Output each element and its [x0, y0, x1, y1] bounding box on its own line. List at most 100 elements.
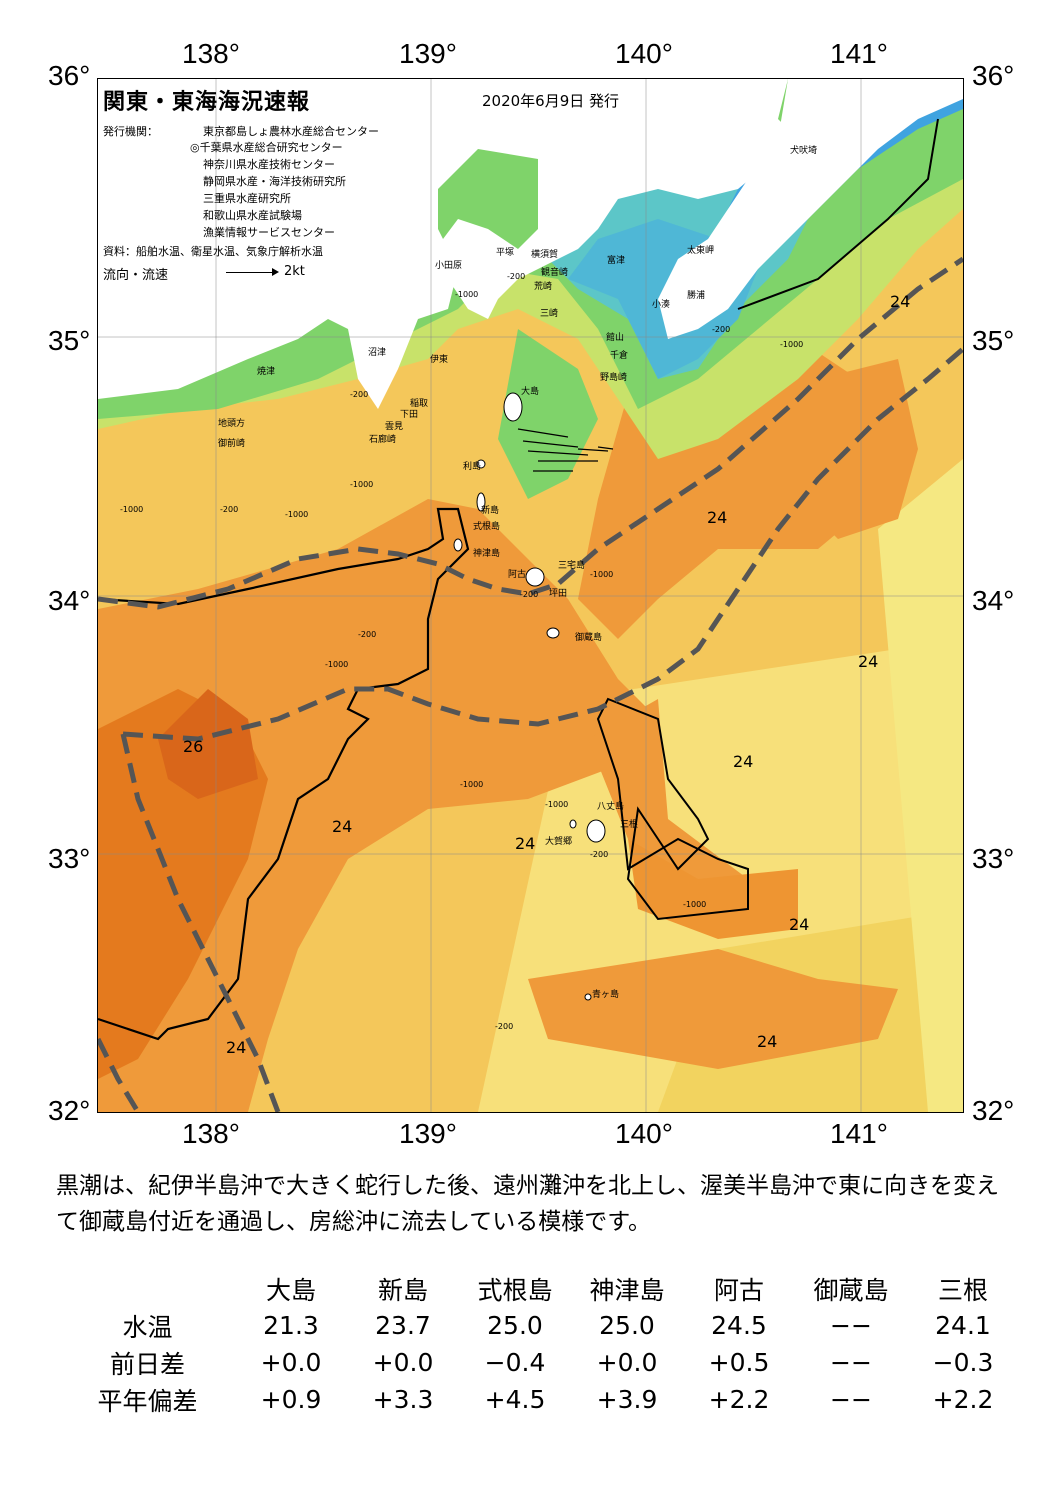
zone-orange-south	[528, 949, 898, 1069]
lon-label-138-top: 138°	[182, 38, 240, 69]
table-cell: +2.2	[708, 1385, 770, 1414]
row-label: 前日差	[109, 1349, 185, 1379]
place-shikinejima: 式根島	[473, 522, 501, 532]
lat-lon-grid	[98, 79, 963, 1112]
lon-label-140-bottom: 140°	[615, 1118, 673, 1149]
depth-label: -1000	[545, 800, 569, 809]
col-header: 阿古	[713, 1275, 764, 1305]
issuer-1: 東京都島しょ農林水産総合センター	[203, 125, 379, 138]
zone-green-izu	[498, 329, 598, 499]
island-kozushima	[453, 538, 463, 552]
depth-label: -1000	[780, 340, 804, 349]
flow-legend-arrowhead-icon	[272, 268, 279, 276]
table-cell: +0.5	[708, 1348, 770, 1377]
kuroshio-axis-outer	[122, 347, 963, 742]
issuer-3: 神奈川県水産技術センター	[203, 158, 335, 171]
place-miyakejima: 三宅島	[558, 561, 586, 571]
table-cell: +3.3	[372, 1385, 434, 1414]
zone-orange-east	[798, 359, 918, 539]
table-cell: +2.2	[932, 1385, 994, 1414]
flow-legend-label: 流向・流速	[103, 268, 169, 283]
place-omaezaki: 御前崎	[218, 439, 246, 449]
col-header: 御蔵島	[813, 1275, 889, 1305]
flow-legend-arrow	[226, 272, 276, 273]
map-title: 関東・東海海況速報	[103, 90, 311, 115]
zone-orange-hachijo	[588, 699, 748, 919]
place-kannonzaki: 観音崎	[541, 268, 569, 278]
table-cell: −0.4	[484, 1348, 546, 1377]
place-tsubota: 坪田	[549, 589, 568, 599]
table-cell: 25.0	[487, 1311, 543, 1340]
place-nojimazaki: 野島崎	[600, 373, 628, 383]
place-yokosuka: 横須賀	[531, 250, 559, 260]
issuer-4: 静岡県水産・海洋技術研究所	[203, 175, 346, 188]
table-cell: 24.5	[711, 1311, 767, 1340]
issuer-2: ◎千葉県水産総合研究センター	[190, 141, 343, 154]
table-cell: 21.3	[263, 1311, 319, 1340]
zone-orange-west	[98, 499, 658, 1112]
issuer-5: 三重県水産研究所	[203, 192, 291, 205]
place-inatori: 稲取	[410, 399, 429, 409]
place-tateyama: 館山	[606, 333, 625, 343]
lat-label-36-left: 36°	[48, 60, 91, 91]
island-oshima	[503, 392, 523, 422]
map-svg	[98, 79, 963, 1112]
isotherm-boso	[737, 118, 939, 310]
place-niijima: 新島	[481, 506, 500, 516]
table-row: 前日差 +0.0 +0.0 −0.4 +0.0 +0.5 −− −0.3	[60, 1344, 1019, 1381]
table-cell: +3.9	[596, 1385, 658, 1414]
place-mikurajima: 御蔵島	[575, 633, 603, 643]
lat-label-34-right: 34°	[972, 585, 1015, 616]
depth-label: -200	[350, 390, 369, 399]
isotherm-label: 24	[858, 652, 879, 671]
island-mikurajima	[546, 627, 560, 639]
table-cell: 23.7	[375, 1311, 431, 1340]
place-mitsune: 三根	[620, 820, 639, 830]
table-cell: +0.0	[260, 1348, 322, 1377]
issue-date: 2020年6月9日 発行	[482, 92, 620, 110]
place-taitomisaki: 太東岬	[687, 246, 715, 256]
observation-table: 大島 新島 式根島 神津島 阿古 御蔵島 三根 水温 21.3 23.7 25.…	[60, 1270, 1019, 1418]
place-ako: 阿古	[508, 570, 527, 580]
place-irozaki: 石廊崎	[369, 435, 397, 445]
depth-label: -200	[520, 590, 539, 599]
place-shimoda: 下田	[400, 410, 419, 420]
flow-legend-unit: 2kt	[284, 264, 305, 279]
zone-orange-hachijo-s	[628, 839, 798, 939]
sea-temperature-map	[97, 78, 964, 1113]
depth-label: -200	[507, 272, 526, 281]
table-cell: −−	[830, 1385, 872, 1414]
depth-label: -1000	[285, 510, 309, 519]
depth-label: -1000	[590, 570, 614, 579]
depth-label: -1000	[683, 900, 707, 909]
place-misaki: 三崎	[540, 309, 559, 319]
island-miyakejima	[525, 567, 545, 587]
place-yaizu: 焼津	[257, 367, 276, 377]
depth-label: -1000	[120, 505, 144, 514]
lon-label-140-top: 140°	[615, 38, 673, 69]
lon-label-141-bottom: 141°	[830, 1118, 888, 1149]
depth-label: -1000	[325, 660, 349, 669]
table-cell: +0.0	[372, 1348, 434, 1377]
isotherm-label: 24	[707, 508, 728, 527]
depth-label: -1000	[455, 290, 479, 299]
depth-label: -200	[220, 505, 239, 514]
lon-label-139-bottom: 139°	[399, 1118, 457, 1149]
place-aogashima: 青ヶ島	[592, 990, 620, 1000]
land-honshu-west	[98, 79, 538, 409]
isotherm-label: 26	[183, 737, 204, 756]
isotherm-label: 24	[515, 834, 536, 853]
table-cell: +4.5	[484, 1385, 546, 1414]
table-row: 水温 21.3 23.7 25.0 25.0 24.5 −− 24.1	[60, 1307, 1019, 1344]
isotherm-label: 24	[789, 915, 810, 934]
table-cell: −−	[830, 1348, 872, 1377]
kuroshio-meander-edge	[98, 1037, 141, 1112]
isotherm-label: 24	[890, 292, 911, 311]
issuers-label: 発行機関：	[103, 125, 158, 138]
place-ito: 伊東	[430, 355, 449, 365]
place-numazu: 沼津	[368, 348, 387, 358]
depth-label: -1000	[460, 780, 484, 789]
kuroshio-meander-west	[120, 733, 281, 1112]
place-jitogata: 地頭方	[218, 419, 246, 429]
lon-label-138-bottom: 138°	[182, 1118, 240, 1149]
